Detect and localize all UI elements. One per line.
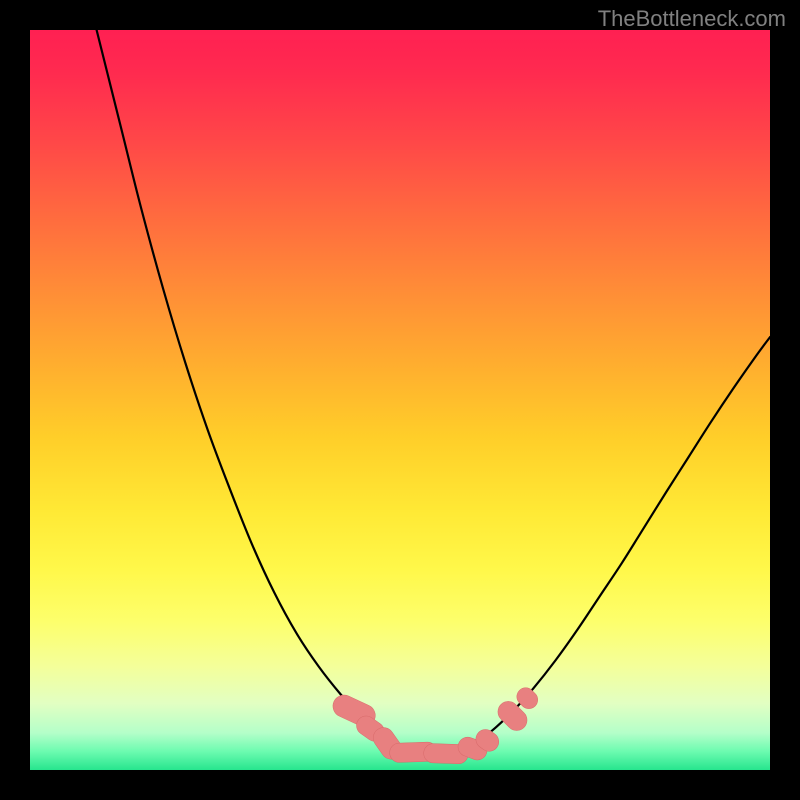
bottleneck-curve-chart <box>0 0 800 800</box>
chart-gradient-background <box>30 30 770 770</box>
chart-frame: TheBottleneck.com <box>0 0 800 800</box>
watermark-text: TheBottleneck.com <box>598 6 786 32</box>
